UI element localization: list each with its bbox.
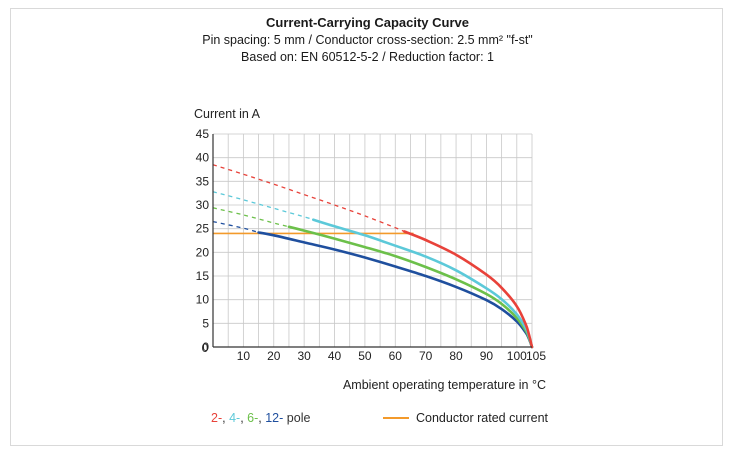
x-tick-label: 60 xyxy=(389,349,403,363)
x-tick-label-origin: 0 xyxy=(202,341,209,355)
grid xyxy=(213,133,533,348)
x-tick-label: 90 xyxy=(480,349,494,363)
x-tick-label: 30 xyxy=(297,349,311,363)
x-tick-label: 50 xyxy=(358,349,372,363)
legend: 2-, 4-, 6-, 12- pole Conductor rated cur… xyxy=(211,411,549,425)
x-axis-label: Ambient operating temperature in °C xyxy=(343,378,546,392)
legend-pole-part: , xyxy=(222,411,229,425)
series-12-pole-dashed xyxy=(212,220,259,234)
y-tick-label: 25 xyxy=(196,222,210,236)
series-2-pole-line xyxy=(403,230,534,349)
chart-header: Current-Carrying Capacity Curve Pin spac… xyxy=(0,14,735,66)
series-2-pole-dashed xyxy=(212,164,405,233)
legend-pole-part: 4- xyxy=(229,411,240,425)
x-tick-label: 20 xyxy=(267,349,281,363)
x-tick-label: 105 xyxy=(526,349,546,363)
chart-frame xyxy=(10,8,723,446)
y-tick-label: 35 xyxy=(196,174,210,188)
axes xyxy=(212,134,532,348)
chart-title: Current-Carrying Capacity Curve xyxy=(266,15,469,30)
x-tick-label: 100 xyxy=(507,349,527,363)
legend-pole-text: 2-, 4-, 6-, 12- pole xyxy=(211,411,310,425)
y-tick-label: 30 xyxy=(196,198,210,212)
curves xyxy=(212,164,534,349)
y-tick-label: 20 xyxy=(196,245,210,259)
chart-subtitle-2: Based on: EN 60512-5-2 / Reduction facto… xyxy=(241,50,494,64)
y-axis-label: Current in A xyxy=(194,107,261,121)
series-4-pole-dashed xyxy=(212,191,314,221)
x-tick-label: 70 xyxy=(419,349,433,363)
chart-subtitle-1: Pin spacing: 5 mm / Conductor cross-sect… xyxy=(202,33,533,47)
x-tick-label: 80 xyxy=(449,349,463,363)
y-tick-label: 10 xyxy=(196,293,210,307)
y-tick-label: 15 xyxy=(196,269,210,283)
x-tick-label: 40 xyxy=(328,349,342,363)
legend-pole-part: , xyxy=(258,411,265,425)
legend-pole-part: 2- xyxy=(211,411,222,425)
legend-pole-part: 12- xyxy=(265,411,283,425)
y-tick-label: 5 xyxy=(202,316,209,330)
legend-rated-label: Conductor rated current xyxy=(416,411,549,425)
y-tick-label: 45 xyxy=(196,127,210,141)
y-tick-label: 40 xyxy=(196,151,210,165)
legend-pole-part: 6- xyxy=(247,411,258,425)
legend-pole-part: pole xyxy=(283,411,310,425)
legend-pole-part: , xyxy=(240,411,247,425)
series-6-pole-dashed xyxy=(212,207,290,228)
x-tick-label: 10 xyxy=(237,349,251,363)
y-tick-label: 0 xyxy=(202,340,209,354)
